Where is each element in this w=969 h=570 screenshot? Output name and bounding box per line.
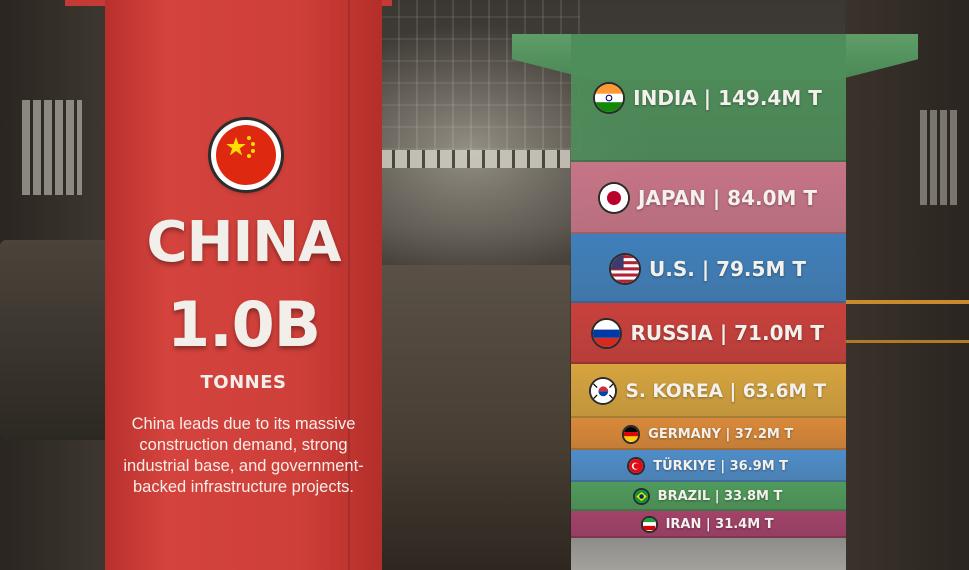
left-machinery — [0, 0, 110, 570]
band-label: INDIA | 149.4M T — [633, 86, 822, 111]
beam-base — [571, 538, 846, 570]
beam-band-iran: IRAN | 31.4M T — [571, 511, 846, 538]
leader-value: 1.0B — [166, 288, 321, 361]
leader-description: China leads due to its massive construct… — [123, 415, 364, 496]
beam-band-t-rkiye: TÜRKIYE | 36.9M T — [571, 450, 846, 482]
beam-band-u-s: U.S. | 79.5M T — [571, 234, 846, 303]
russia-flag-icon — [593, 319, 621, 347]
germany-flag-icon — [623, 427, 639, 442]
left-window — [22, 100, 82, 195]
safety-rail — [845, 300, 969, 304]
left-machine — [0, 240, 110, 440]
china-panel — [105, 0, 382, 570]
factory-windows — [380, 150, 570, 168]
leader-country: CHINA — [146, 210, 341, 275]
band-label: TÜRKIYE | 36.9M T — [653, 458, 789, 474]
band-label: GERMANY | 37.2M T — [648, 426, 794, 442]
turkiye-flag-icon — [628, 459, 644, 474]
japan-flag-icon — [599, 184, 628, 213]
band-label: U.S. | 79.5M T — [649, 256, 806, 281]
band-label: S. KOREA | 63.6M T — [625, 380, 827, 402]
band-label: JAPAN | 84.0M T — [637, 186, 818, 211]
beam-band-s-korea: S. KOREA | 63.6M T — [571, 363, 846, 419]
china-beam-seam — [348, 0, 350, 570]
factory-floor — [380, 265, 570, 570]
right-machinery — [845, 0, 969, 570]
steel-beam-chart: INDIA | 149.4M T JAPAN | 84.0M T U.S. | 79… — [571, 34, 846, 570]
china-flag-icon — [211, 120, 281, 190]
band-label: IRAN | 31.4M T — [665, 517, 774, 532]
beam-band-brazil: BRAZIL | 33.8M T — [571, 482, 846, 512]
iran-flag-icon — [643, 518, 656, 531]
south-korea-flag-icon — [590, 378, 616, 404]
right-window — [920, 110, 960, 205]
beam-band-germany: GERMANY | 37.2M T — [571, 418, 846, 451]
safety-rail-lower — [845, 340, 969, 343]
leader-unit: TONNES — [200, 372, 287, 393]
beam-band-russia: RUSSIA | 71.0M T — [571, 302, 846, 364]
roof-structure — [380, 0, 580, 150]
brazil-flag-icon — [634, 489, 648, 504]
beam-band-japan: JAPAN | 84.0M T — [571, 162, 846, 235]
beam-band-india: INDIA | 149.4M T — [571, 34, 846, 163]
india-flag-icon — [595, 84, 624, 113]
band-label: BRAZIL | 33.8M T — [657, 489, 783, 504]
us-flag-icon — [611, 254, 640, 283]
band-label: RUSSIA | 71.0M T — [630, 321, 824, 346]
